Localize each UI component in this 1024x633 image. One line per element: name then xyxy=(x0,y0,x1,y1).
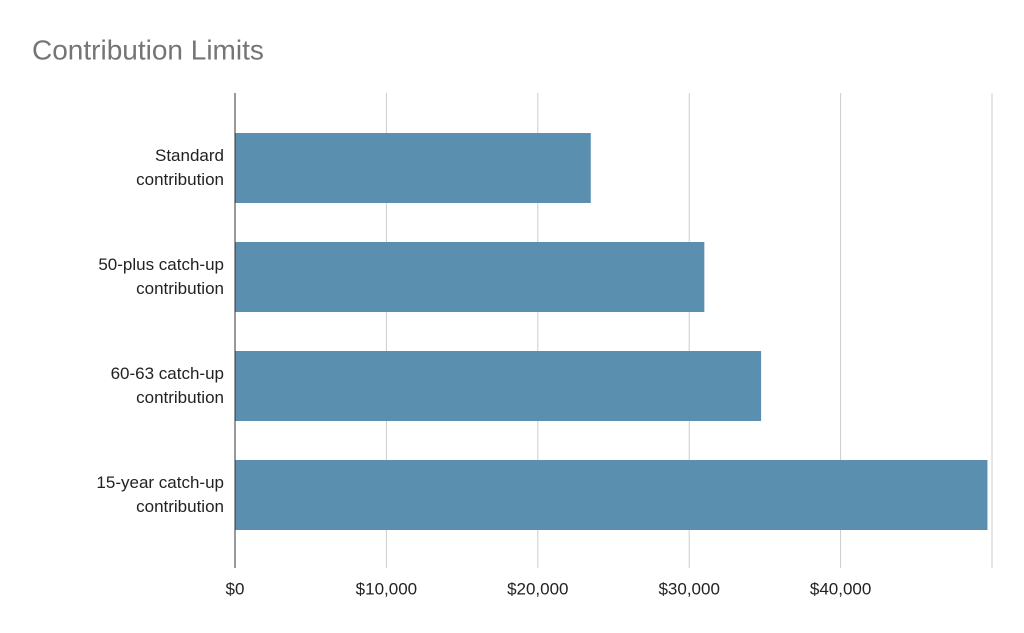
x-tick-label: $20,000 xyxy=(507,579,568,598)
x-tick-label: $40,000 xyxy=(810,579,871,598)
y-tick-label: 15-year catch-up contribution xyxy=(96,473,224,516)
bar xyxy=(235,351,762,421)
bar xyxy=(235,242,705,312)
y-tick-label: Standard contribution xyxy=(136,146,224,189)
x-tick-label: $10,000 xyxy=(356,579,417,598)
y-tick-label: 50-plus catch-up contribution xyxy=(98,255,224,298)
x-tick-label: $0 xyxy=(226,579,245,598)
bar xyxy=(235,460,988,530)
x-tick-label: $30,000 xyxy=(658,579,719,598)
chart-title: Contribution Limits xyxy=(32,34,264,65)
bar xyxy=(235,133,591,203)
y-tick-label: 60-63 catch-up contribution xyxy=(110,364,224,407)
